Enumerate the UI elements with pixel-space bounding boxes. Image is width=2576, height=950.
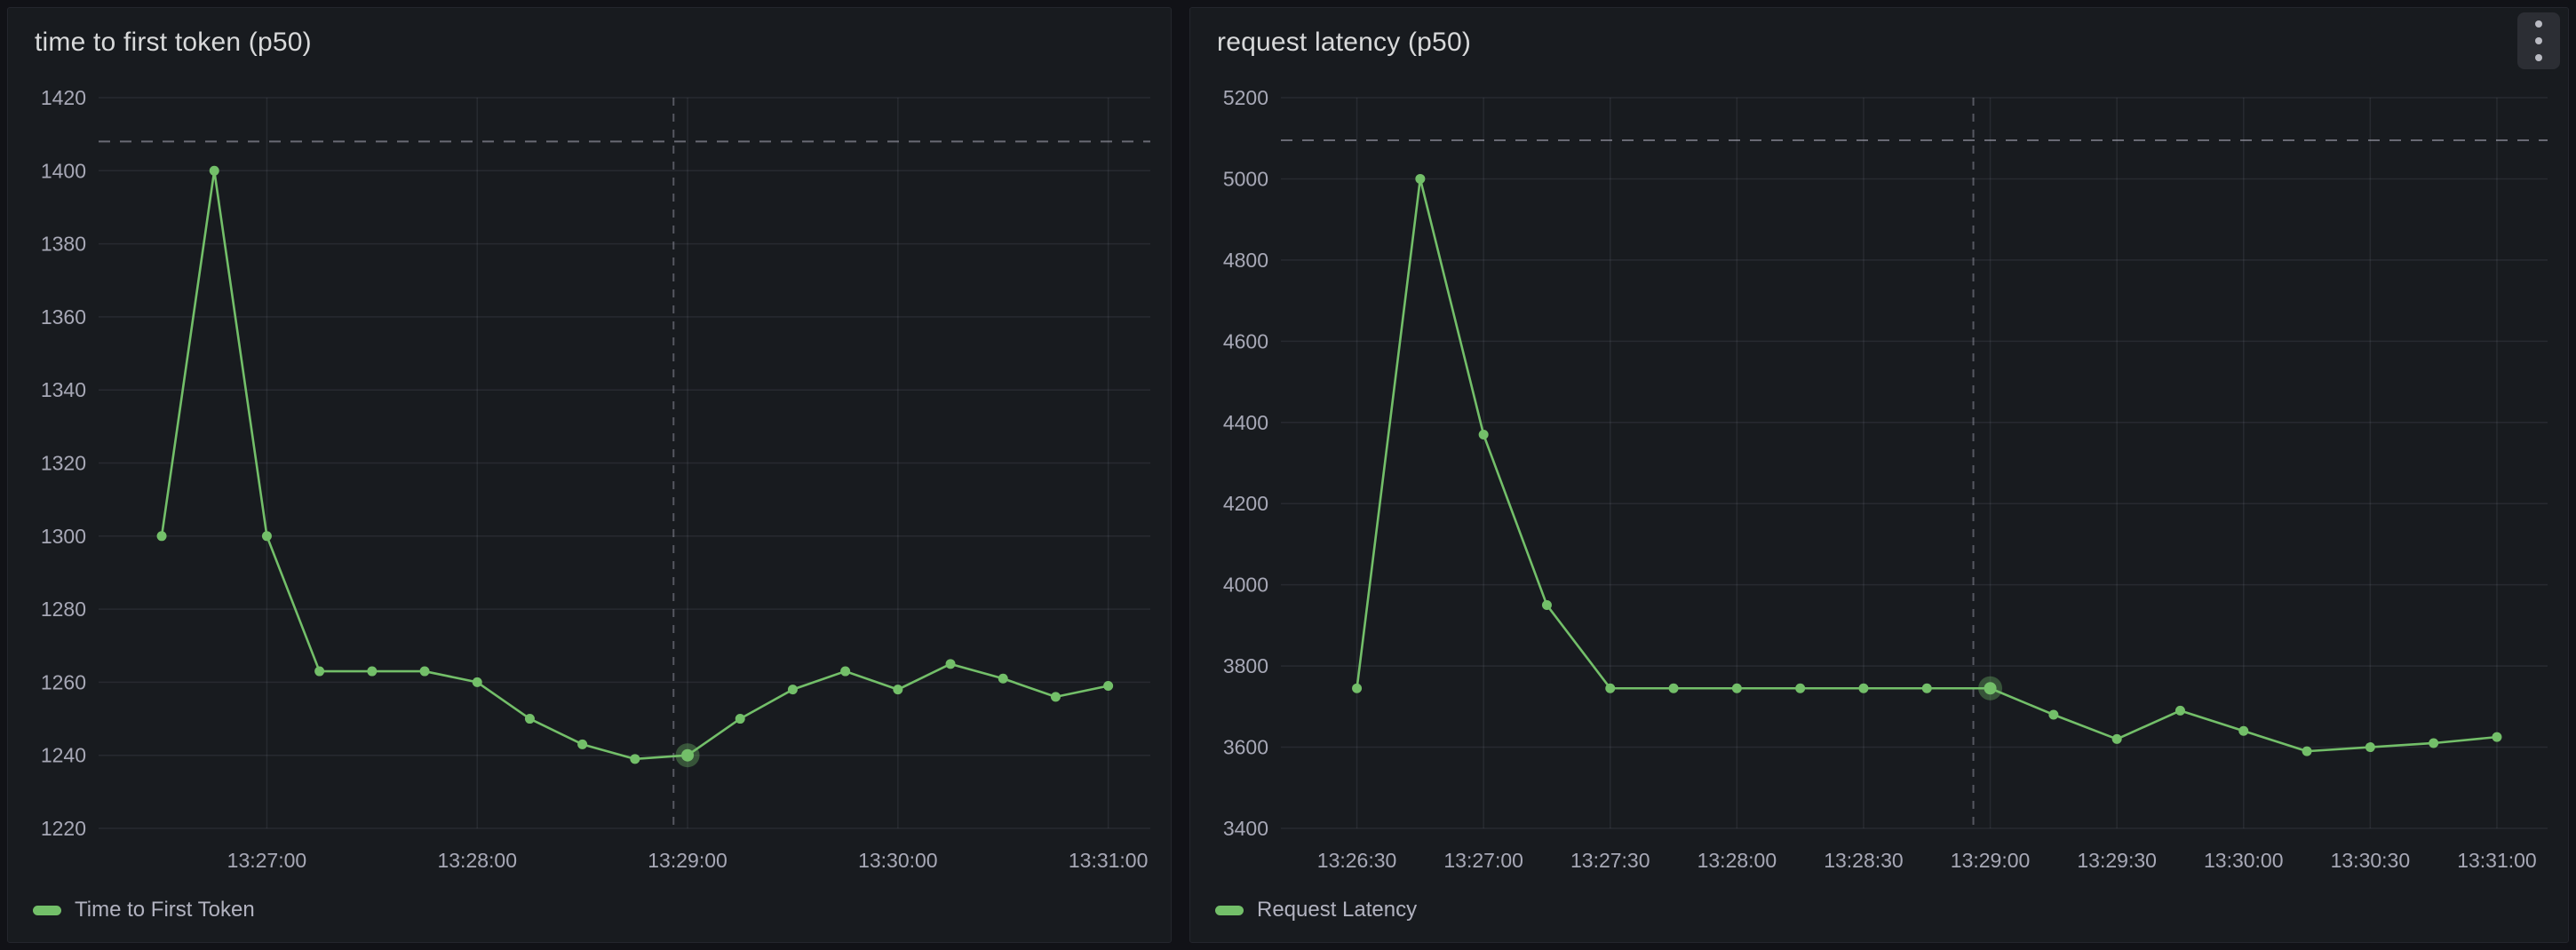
legend: Time to First Token [33,898,255,922]
legend: Request Latency [1215,898,1417,922]
svg-text:1360: 1360 [41,305,86,329]
svg-text:13:26:30: 13:26:30 [1317,849,1397,872]
panel-menu-button[interactable] [2517,12,2560,69]
svg-text:13:30:00: 13:30:00 [2204,849,2284,872]
legend-label[interactable]: Time to First Token [75,898,255,922]
svg-text:1400: 1400 [41,159,86,182]
svg-text:13:28:00: 13:28:00 [1697,849,1777,872]
svg-text:5000: 5000 [1223,167,1268,190]
request-latency-chart[interactable]: 3400 3600 3800 4000 4200 4400 4600 4800 5000 5200… [1190,8,2568,942]
svg-text:1240: 1240 [41,744,86,767]
svg-text:4200: 4200 [1223,492,1268,515]
kebab-vertical-icon [2535,20,2542,61]
svg-text:4800: 4800 [1223,249,1268,272]
panel-time-to-first-token: time to first token (p50) 1220 1240 1260 12… [7,7,1172,943]
svg-text:13:27:30: 13:27:30 [1570,849,1650,872]
svg-text:1300: 1300 [41,525,86,548]
svg-text:3600: 3600 [1223,736,1268,759]
svg-text:13:31:00: 13:31:00 [1069,849,1149,872]
svg-text:4400: 4400 [1223,411,1268,434]
svg-text:1320: 1320 [41,452,86,475]
svg-text:1260: 1260 [41,670,86,693]
svg-text:13:29:00: 13:29:00 [1951,849,2031,872]
svg-text:3800: 3800 [1223,654,1268,677]
legend-label[interactable]: Request Latency [1257,898,1418,922]
svg-text:13:27:00: 13:27:00 [1443,849,1523,872]
ttft-chart[interactable]: 1220 1240 1260 1280 1300 1320 1340 1360 1380 1400… [8,8,1171,942]
panel-title[interactable]: request latency (p50) [1217,28,1472,57]
svg-text:1280: 1280 [41,598,86,621]
svg-text:5200: 5200 [1223,86,1268,109]
svg-text:13:29:30: 13:29:30 [2077,849,2157,872]
svg-text:1420: 1420 [41,86,86,109]
svg-text:13:28:30: 13:28:30 [1824,849,1904,872]
svg-text:13:30:30: 13:30:30 [2331,849,2411,872]
svg-text:4600: 4600 [1223,329,1268,352]
svg-text:13:27:00: 13:27:00 [227,849,307,872]
svg-text:13:28:00: 13:28:00 [437,849,517,872]
svg-text:1340: 1340 [41,378,86,401]
panel-request-latency: request latency (p50) 3400 3600 3800 4000 42… [1189,7,2569,943]
svg-text:13:30:00: 13:30:00 [858,849,938,872]
svg-text:3400: 3400 [1223,817,1268,840]
series-color-swatch [33,905,61,915]
svg-text:13:29:00: 13:29:00 [648,849,727,872]
svg-text:4000: 4000 [1223,574,1268,597]
series-color-swatch [1215,905,1244,915]
svg-text:1220: 1220 [41,817,86,840]
svg-text:13:31:00: 13:31:00 [2457,849,2537,872]
panel-title[interactable]: time to first token (p50) [35,28,312,57]
svg-text:1380: 1380 [41,233,86,256]
